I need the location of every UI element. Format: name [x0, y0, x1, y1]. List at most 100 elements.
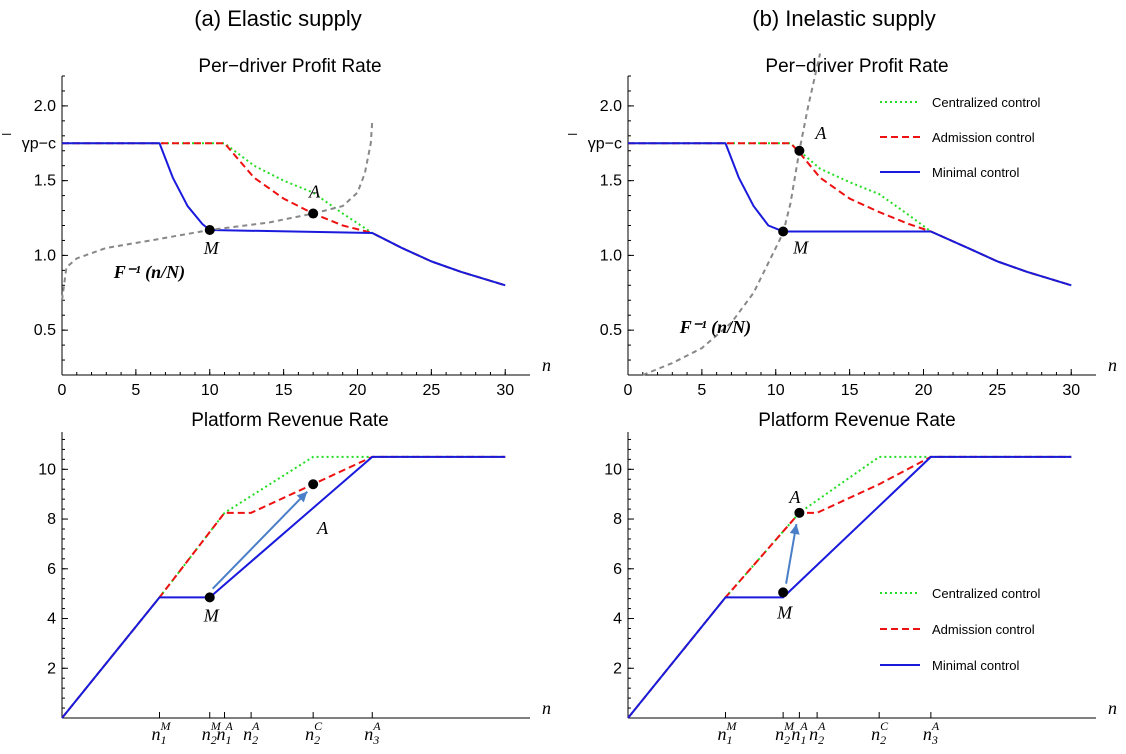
legend-label-minimal: Minimal control — [932, 165, 1020, 180]
panel-elastic-profit: Per−driver Profit Rate n 0.5 1.0 1.5 2.0 γp−c… — [2, 56, 551, 399]
y-tick-label: 4 — [613, 611, 622, 628]
x-tick-sup: A — [372, 719, 381, 733]
x-tick-label: 0 — [58, 382, 67, 399]
x-tick-sub: 1 — [161, 733, 167, 747]
x-tick-base: n — [718, 724, 727, 744]
x-tick-sub: 3 — [372, 733, 379, 747]
x-tick-label: 15 — [275, 382, 293, 399]
x-tick-base: n — [871, 724, 880, 744]
x-tick-label: 5 — [697, 382, 706, 399]
arrow-head — [296, 491, 308, 503]
x-tick-sup: M — [783, 719, 795, 733]
x-axis-label: n — [1108, 355, 1117, 375]
x-tick-label: n2 — [871, 724, 886, 747]
point-label-A: A — [316, 518, 329, 538]
x-tick-sup: C — [314, 719, 323, 733]
point-M — [204, 592, 215, 603]
x-tick-sub: 1 — [226, 733, 232, 747]
legend-label-admission: Admission control — [932, 130, 1035, 145]
point-label-M: M — [776, 602, 793, 622]
point-M — [778, 226, 789, 237]
x-tick-label: n3 — [364, 724, 379, 747]
x-tick-sup: C — [880, 719, 889, 733]
point-A — [794, 507, 805, 518]
x-tick-label: n3 — [923, 724, 938, 747]
x-tick-sup: M — [726, 719, 738, 733]
point-A — [308, 479, 319, 490]
x-tick-label: 25 — [988, 382, 1006, 399]
x-tick-base: n — [152, 724, 161, 744]
x-tick-sub: 3 — [931, 733, 938, 747]
x-tick-label: 15 — [841, 382, 859, 399]
x-tick-sup: A — [817, 719, 826, 733]
series-centralized — [62, 142, 506, 287]
y-tick-label: 1.0 — [34, 247, 56, 264]
y-tick-label: 8 — [613, 511, 622, 528]
x-tick-sub: 1 — [727, 733, 733, 747]
x-axis-label: n — [542, 355, 551, 375]
y-tick-label: 4 — [47, 611, 56, 628]
series-finv — [642, 53, 822, 376]
point-M — [204, 224, 215, 235]
y-tick-label: 1.5 — [600, 173, 622, 190]
y-tick-label: 2 — [47, 660, 56, 677]
x-tick-label: n1 — [718, 724, 733, 747]
x-tick-sub: 2 — [252, 733, 258, 747]
series-centralized — [627, 455, 1072, 719]
column-title-b: (b) Inelastic supply — [752, 6, 935, 31]
arrow-head — [789, 524, 800, 535]
x-tick-base: n — [305, 724, 314, 744]
x-tick-label: 30 — [1062, 382, 1080, 399]
point-A — [308, 208, 319, 219]
arrow-shaft — [785, 523, 798, 584]
column-title-a: (a) Elastic supply — [194, 6, 362, 31]
legend-label-admission: Admission control — [932, 622, 1035, 637]
x-tick-sub: 2 — [880, 733, 886, 747]
x-tick-base: n — [923, 724, 932, 744]
x-tick-label: n2 — [243, 724, 258, 747]
x-tick-base: n — [809, 724, 818, 744]
x-tick-label: 20 — [349, 382, 367, 399]
x-tick-label: 20 — [915, 382, 933, 399]
point-label-A: A — [788, 487, 801, 507]
panel-title: Platform Revenue Rate — [758, 410, 956, 431]
x-tick-base: n — [775, 724, 784, 744]
y-tick-label: 0.5 — [600, 322, 622, 339]
x-tick-sub: 2 — [211, 733, 217, 747]
series-minimal — [61, 455, 506, 719]
x-tick-label: 25 — [422, 382, 440, 399]
y-tick-label: γp−c — [22, 135, 56, 152]
point-label-M: M — [792, 237, 809, 257]
x-tick-sub: 1 — [800, 733, 806, 747]
x-tick-base: n — [791, 724, 800, 744]
y-tick-label: 2.0 — [34, 98, 56, 115]
x-tick-label: 10 — [767, 382, 785, 399]
x-tick-label: 30 — [496, 382, 514, 399]
x-tick-sup: A — [225, 719, 234, 733]
y-tick-label: 6 — [613, 561, 622, 578]
x-tick-label: 0 — [624, 382, 633, 399]
x-axis-label: n — [542, 698, 551, 718]
x-tick-base: n — [364, 724, 373, 744]
arrow-shaft — [211, 490, 308, 590]
point-label-M: M — [203, 238, 220, 258]
series-admission — [61, 455, 506, 719]
y-tick-label: 0.5 — [34, 322, 56, 339]
x-tick-base: n — [217, 724, 226, 744]
finv-label: F⁻¹ (n/N) — [113, 262, 185, 283]
x-tick-label: n2 — [809, 724, 824, 747]
x-tick-sub: 2 — [818, 733, 824, 747]
panel-title: Per−driver Profit Rate — [198, 56, 381, 77]
panel-inelastic-profit: Per−driver Profit Rate n 0.5 1.0 1.5 2.0 γp−c… — [568, 53, 1117, 399]
series-admission — [62, 142, 506, 287]
x-tick-label: n1 — [217, 724, 232, 747]
x-tick-sub: 2 — [784, 733, 790, 747]
x-tick-sup: M — [210, 719, 222, 733]
panel-title: Per−driver Profit Rate — [765, 56, 948, 77]
x-tick-sup: M — [160, 719, 172, 733]
point-M — [778, 587, 789, 598]
legend-label-centralized: Centralized control — [932, 95, 1040, 110]
